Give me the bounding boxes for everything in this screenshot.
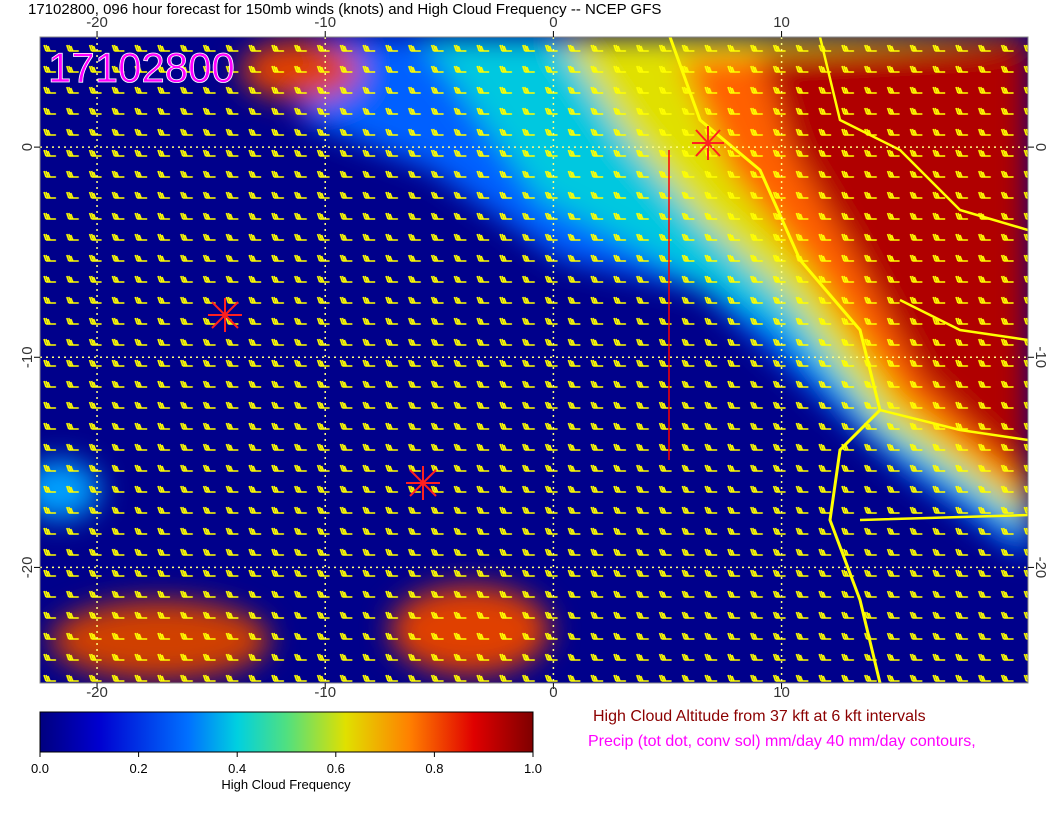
graticule (40, 37, 1028, 683)
x-tick-label: -10 (314, 14, 336, 31)
colorbar-label: High Cloud Frequency (221, 777, 351, 792)
x-tick-label: 10 (773, 14, 790, 31)
y-tick-label: -10 (19, 346, 36, 368)
date-stamp: 17102800 (48, 44, 235, 91)
y-tick-label: -20 (19, 557, 36, 579)
colorbar-tick-label: 0.4 (228, 761, 246, 776)
note: High Cloud Altitude from 37 kft at 6 kft… (593, 708, 926, 725)
x-tick-label: 10 (773, 684, 790, 701)
colorbar-tick-label: 1.0 (524, 761, 542, 776)
x-tick-label: -10 (314, 684, 336, 701)
x-tick-label: 0 (549, 14, 557, 31)
colorbar-tick-label: 0.6 (327, 761, 345, 776)
colorbar-tick-label: 0.0 (31, 761, 49, 776)
x-tick-label: 0 (549, 684, 557, 701)
x-tick-label: -20 (86, 14, 108, 31)
x-tick-label: -20 (86, 684, 108, 701)
y-tick-label: -10 (1032, 346, 1049, 368)
map-field (40, 37, 1028, 683)
title: 17102800, 096 hour forecast for 150mb wi… (28, 1, 661, 18)
colorbar (39, 711, 534, 753)
markers (208, 126, 724, 500)
colorbar-tick-label: 0.2 (130, 761, 148, 776)
y-tick-label: 0 (1032, 143, 1049, 151)
colorbar-tick-label: 0.8 (425, 761, 443, 776)
y-tick-label: 0 (19, 143, 36, 151)
axes: -20 -20 -10 -10 0 0 10 10 0 0 -10 -10 -20 -20 0.0 0.2 0.… (19, 14, 1049, 776)
note: Precip (tot dot, conv sol) mm/day 40 mm/… (588, 733, 976, 750)
y-tick-label: -20 (1032, 557, 1049, 579)
